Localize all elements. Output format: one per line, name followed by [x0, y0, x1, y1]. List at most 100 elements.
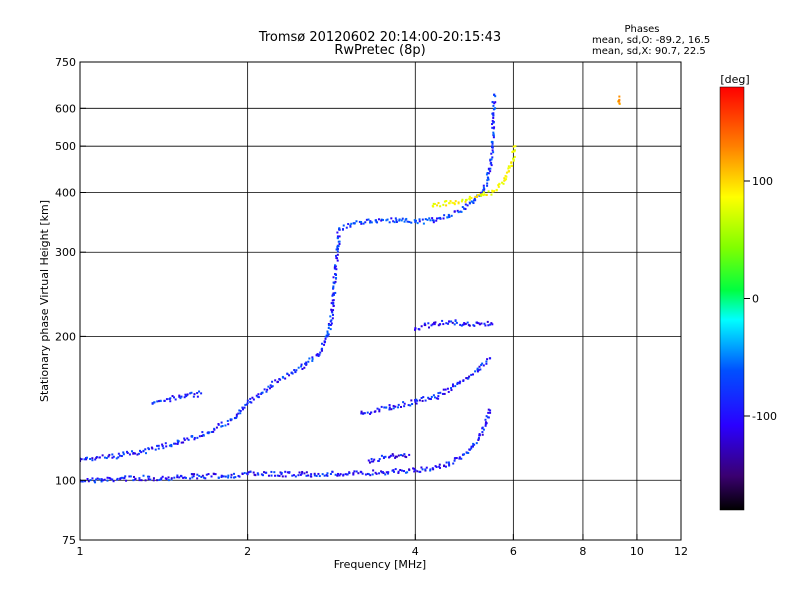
data-point [317, 354, 320, 357]
data-point [184, 476, 187, 479]
data-point [491, 101, 494, 104]
data-point [118, 454, 121, 457]
data-point [326, 474, 329, 477]
data-point [198, 435, 201, 438]
data-point [370, 457, 373, 460]
data-point [409, 404, 412, 407]
data-point [466, 204, 469, 207]
data-point [300, 365, 303, 368]
data-point [304, 362, 307, 365]
data-point [485, 173, 488, 176]
data-point [448, 202, 451, 205]
x-tick-label: 10 [630, 545, 644, 558]
data-point [153, 401, 156, 404]
data-point [381, 218, 384, 221]
y-tick-label: 100 [55, 474, 76, 487]
y-tick-label: 400 [55, 186, 76, 199]
data-point [486, 320, 489, 323]
data-point [220, 421, 223, 424]
data-point [492, 113, 495, 116]
data-point [388, 455, 391, 458]
data-point [147, 478, 150, 481]
data-point [472, 373, 475, 376]
y-tick-label: 750 [55, 56, 76, 69]
data-point [403, 402, 406, 405]
data-point [132, 452, 135, 455]
data-point [85, 458, 88, 461]
data-point [337, 472, 340, 475]
data-point [294, 475, 297, 478]
data-point [132, 479, 135, 482]
data-point [487, 408, 490, 411]
data-point [512, 150, 515, 153]
data-point [335, 254, 338, 257]
data-point [174, 442, 177, 445]
data-point [369, 412, 372, 415]
data-point [334, 291, 337, 294]
data-point [489, 357, 492, 360]
data-point [80, 458, 83, 461]
data-point [477, 322, 480, 325]
data-point [505, 171, 508, 174]
data-point [332, 299, 335, 302]
data-point [416, 470, 419, 473]
data-point [403, 405, 406, 408]
data-point [368, 461, 371, 464]
data-point [273, 471, 276, 474]
data-point [352, 473, 355, 476]
data-point [385, 471, 388, 474]
data-point [417, 328, 420, 331]
data-point [301, 470, 304, 473]
data-point [454, 457, 457, 460]
data-point [335, 268, 338, 271]
data-point [378, 458, 381, 461]
data-point [489, 159, 492, 162]
data-point [125, 479, 128, 482]
data-point [358, 220, 361, 223]
data-point [489, 167, 492, 170]
data-point [494, 95, 497, 98]
data-point [336, 244, 339, 247]
data-point [222, 475, 225, 478]
data-point [227, 423, 230, 426]
data-point [217, 422, 220, 425]
data-point [307, 360, 310, 363]
data-point [450, 387, 453, 390]
data-point [284, 470, 287, 473]
data-point [443, 464, 446, 467]
data-point [401, 454, 404, 457]
data-point [103, 478, 106, 481]
data-point [486, 182, 489, 185]
data-point [405, 456, 408, 459]
data-point [491, 146, 494, 149]
data-point [414, 327, 417, 330]
data-point [452, 462, 455, 465]
data-point [98, 456, 101, 459]
data-point [406, 471, 409, 474]
data-point [395, 219, 398, 222]
data-point [425, 466, 428, 469]
data-point [330, 308, 333, 311]
data-point [490, 164, 493, 167]
data-point [430, 395, 433, 398]
data-point [158, 479, 161, 482]
data-point [458, 456, 461, 459]
data-point [489, 411, 492, 414]
data-point [456, 209, 459, 212]
data-point [140, 479, 143, 482]
data-point [284, 377, 287, 380]
data-point [460, 210, 463, 213]
data-point [196, 477, 199, 480]
data-point [331, 313, 334, 316]
data-point [502, 182, 505, 185]
data-point [432, 221, 435, 224]
data-point [490, 193, 493, 196]
data-point [122, 451, 125, 454]
data-point [106, 476, 109, 479]
data-point [438, 217, 441, 220]
data-point [173, 396, 176, 399]
data-point [318, 353, 321, 356]
data-point [200, 392, 203, 395]
data-point [431, 219, 434, 222]
data-point [100, 480, 103, 483]
